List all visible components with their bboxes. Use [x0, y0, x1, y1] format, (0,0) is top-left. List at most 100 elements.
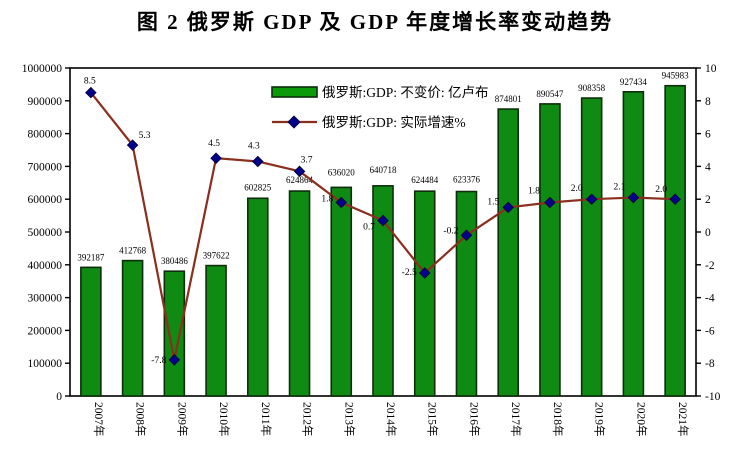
gdp-bar-value-label: 945983 — [662, 71, 690, 81]
growth-marker — [377, 214, 389, 227]
legend-label-gdp: 俄罗斯:GDP: 不变价: 亿卢布 — [322, 85, 489, 100]
right-axis-tick-label: -10 — [705, 391, 721, 403]
x-axis-label: 2019年 — [593, 402, 607, 437]
right-axis-tick-label: 0 — [705, 227, 711, 239]
left-axis-tick-label: 600000 — [28, 194, 63, 206]
growth-marker — [126, 139, 139, 151]
growth-value-label: -0.2 — [443, 226, 458, 236]
left-axis-tick-label: 800000 — [28, 129, 63, 141]
right-axis-tick-label: 2 — [705, 194, 711, 206]
gdp-bar — [622, 91, 645, 397]
gdp-bar-value-label: 874801 — [495, 94, 522, 104]
growth-marker — [502, 201, 514, 214]
gdp-bar — [455, 190, 478, 397]
gdp-bar — [372, 185, 394, 397]
left-axis-tick-label: 400000 — [28, 260, 63, 272]
gdp-bar-value-label: 640718 — [370, 165, 398, 175]
right-axis-tick-label: 10 — [705, 63, 717, 75]
growth-marker — [544, 196, 556, 209]
right-axis-tick-label: -2 — [705, 260, 715, 272]
x-axis-label: 2010年 — [217, 402, 231, 437]
growth-marker — [585, 193, 598, 205]
gdp-bar-value-label: 412768 — [119, 246, 147, 256]
left-axis-tick-label: 200000 — [28, 325, 63, 337]
left-axis-tick-label: 500000 — [28, 227, 63, 239]
growth-marker — [418, 267, 431, 279]
x-axis-label: 2016年 — [467, 402, 481, 437]
right-axis-tick-label: 8 — [705, 96, 711, 108]
right-axis-tick-label: -8 — [705, 358, 715, 370]
x-axis-label: 2014年 — [384, 402, 398, 437]
x-axis-label: 2012年 — [301, 402, 315, 437]
gdp-bar — [539, 103, 561, 397]
growth-value-label: 2.1 — [614, 183, 626, 193]
legend-label-growth: 俄罗斯:GDP: 实际增速% — [322, 115, 466, 130]
gdp-bar — [205, 264, 227, 397]
x-axis-label: 2013年 — [342, 402, 356, 437]
growth-marker — [210, 152, 222, 164]
x-axis-label: 2020年 — [634, 402, 648, 437]
left-axis-tick-label: 1000000 — [22, 63, 63, 75]
growth-value-label: 2.0 — [571, 184, 583, 194]
left-axis-tick-label: 100000 — [28, 358, 63, 370]
growth-marker — [335, 196, 348, 209]
growth-value-label: 8.5 — [84, 77, 96, 87]
gdp-bar-value-label: 636020 — [328, 167, 356, 177]
growth-value-label: -2.5 — [402, 268, 417, 278]
chart-title: 图 2 俄罗斯 GDP 及 GDP 年度增长率变动趋势 — [136, 10, 614, 34]
growth-marker — [669, 193, 681, 205]
gdp-bar — [580, 97, 603, 397]
gdp-bar-value-label: 624864 — [286, 175, 314, 185]
gdp-bar-value-label: 623376 — [453, 175, 481, 185]
gdp-bar — [413, 190, 436, 397]
x-axis-label: 2018年 — [551, 402, 565, 437]
growth-value-label: 4.3 — [248, 141, 260, 151]
growth-value-label: 4.5 — [208, 139, 220, 149]
gdp-bar-value-label: 927434 — [620, 77, 648, 87]
right-axis-tick-label: -4 — [705, 293, 715, 305]
gdp-bar — [288, 190, 311, 397]
x-axis-label: 2011年 — [259, 402, 273, 436]
gdp-bar — [121, 259, 144, 397]
gdp-bar-value-label: 602825 — [244, 182, 272, 192]
growth-value-label: 2.0 — [655, 185, 667, 195]
right-axis-tick-label: -6 — [705, 325, 715, 337]
x-axis-label: 2017年 — [509, 402, 523, 437]
gdp-bar — [664, 84, 686, 397]
legend-diamond-icon — [287, 115, 301, 129]
x-axis-label: 2007年 — [92, 402, 106, 437]
gdp-bar-value-label: 380486 — [161, 256, 189, 266]
gdp-bar-value-label: 624484 — [411, 175, 439, 185]
gdp-bar — [330, 186, 353, 397]
x-axis-label: 2008年 — [134, 402, 148, 437]
growth-value-label: 5.3 — [139, 131, 151, 141]
gdp-bar-value-label: 392187 — [77, 252, 105, 262]
gdp-bar-value-label: 890547 — [536, 89, 564, 99]
growth-marker — [252, 155, 264, 168]
left-axis-tick-label: 700000 — [28, 161, 63, 173]
gdp-bar — [80, 266, 102, 397]
left-axis-tick-label: 0 — [56, 391, 62, 403]
growth-value-label: 1.5 — [487, 197, 499, 207]
legend-bar-swatch — [271, 86, 318, 98]
growth-marker — [460, 229, 473, 242]
gdp-bar-value-label: 908358 — [578, 83, 606, 93]
growth-marker — [85, 86, 97, 99]
gdp-bar — [497, 108, 520, 397]
left-axis-tick-label: 900000 — [28, 96, 63, 108]
growth-value-label: -7.8 — [151, 356, 166, 366]
growth-marker — [627, 191, 640, 204]
x-axis-label: 2009年 — [175, 402, 189, 437]
left-axis-tick-label: 300000 — [28, 293, 63, 305]
x-axis-label: 2021年 — [676, 402, 690, 437]
growth-marker — [293, 165, 306, 178]
growth-value-label: 1.8 — [321, 194, 333, 204]
growth-value-label: 0.7 — [363, 223, 375, 233]
gdp-bar — [247, 197, 269, 397]
x-axis-label: 2015年 — [426, 402, 440, 437]
gdp-bar-value-label: 397622 — [203, 251, 230, 261]
growth-value-label: 1.8 — [528, 186, 540, 196]
gdp-bar — [163, 270, 186, 397]
